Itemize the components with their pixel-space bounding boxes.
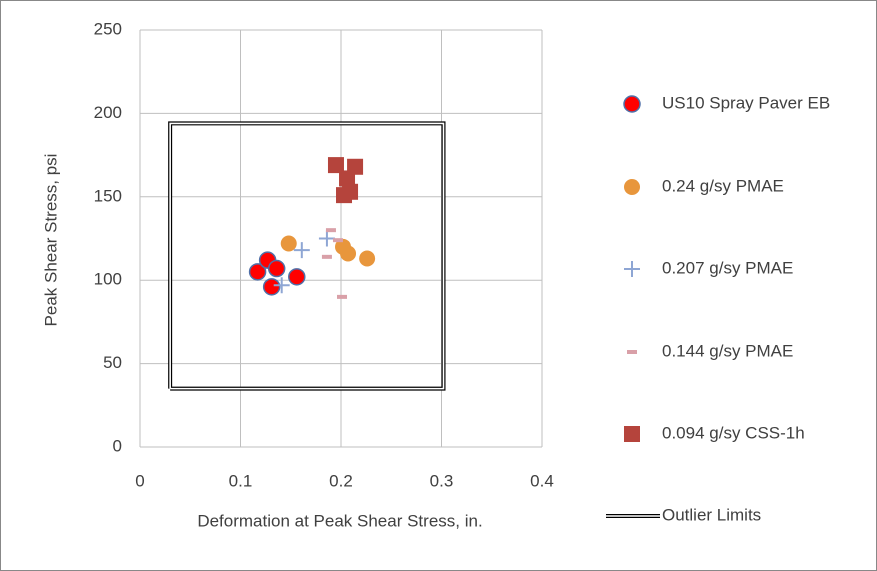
marker [337, 294, 348, 299]
y-tick-label: 250 [94, 19, 122, 38]
legend-label: US10 Spray Paver EB [662, 93, 830, 112]
y-tick-label: 150 [94, 186, 122, 205]
x-axis-title: Deformation at Peak Shear Stress, in. [197, 511, 482, 530]
marker [262, 278, 281, 296]
x-tick-label: 0 [135, 471, 144, 490]
legend-label: 0.207 g/sy PMAE [662, 258, 793, 277]
marker [359, 250, 376, 267]
marker [273, 277, 290, 294]
x-tick-label: 0.2 [329, 471, 353, 490]
marker [332, 238, 343, 243]
x-tick-label: 0.4 [530, 471, 554, 490]
marker [248, 263, 267, 281]
marker [321, 254, 332, 259]
legend-swatch [624, 261, 640, 277]
marker [318, 230, 335, 247]
legend-swatch [623, 95, 641, 113]
marker [336, 187, 353, 204]
legend-swatch [624, 426, 640, 442]
marker [327, 157, 344, 174]
legend-label: 0.144 g/sy PMAE [662, 341, 793, 360]
legend-label: 0.094 g/sy CSS-1h [662, 423, 805, 442]
y-tick-label: 0 [113, 436, 122, 455]
legend-swatch [624, 179, 640, 195]
marker [288, 268, 306, 286]
marker [280, 235, 297, 252]
marker [267, 259, 286, 278]
legend-swatch [627, 350, 637, 354]
x-tick-label: 0.1 [229, 471, 253, 490]
marker [339, 170, 356, 187]
x-tick-label: 0.3 [430, 471, 454, 490]
y-axis-title: Peak Shear Stress, psi [41, 154, 60, 327]
legend-label: 0.24 g/sy PMAE [662, 176, 784, 195]
marker [325, 228, 336, 233]
marker [340, 245, 357, 262]
y-tick-label: 200 [94, 103, 122, 122]
y-tick-label: 50 [103, 353, 122, 372]
legend-label: Outlier Limits [662, 505, 761, 524]
marker [293, 242, 310, 259]
y-tick-label: 100 [94, 270, 122, 289]
outlier-limits-inner [169, 122, 445, 390]
